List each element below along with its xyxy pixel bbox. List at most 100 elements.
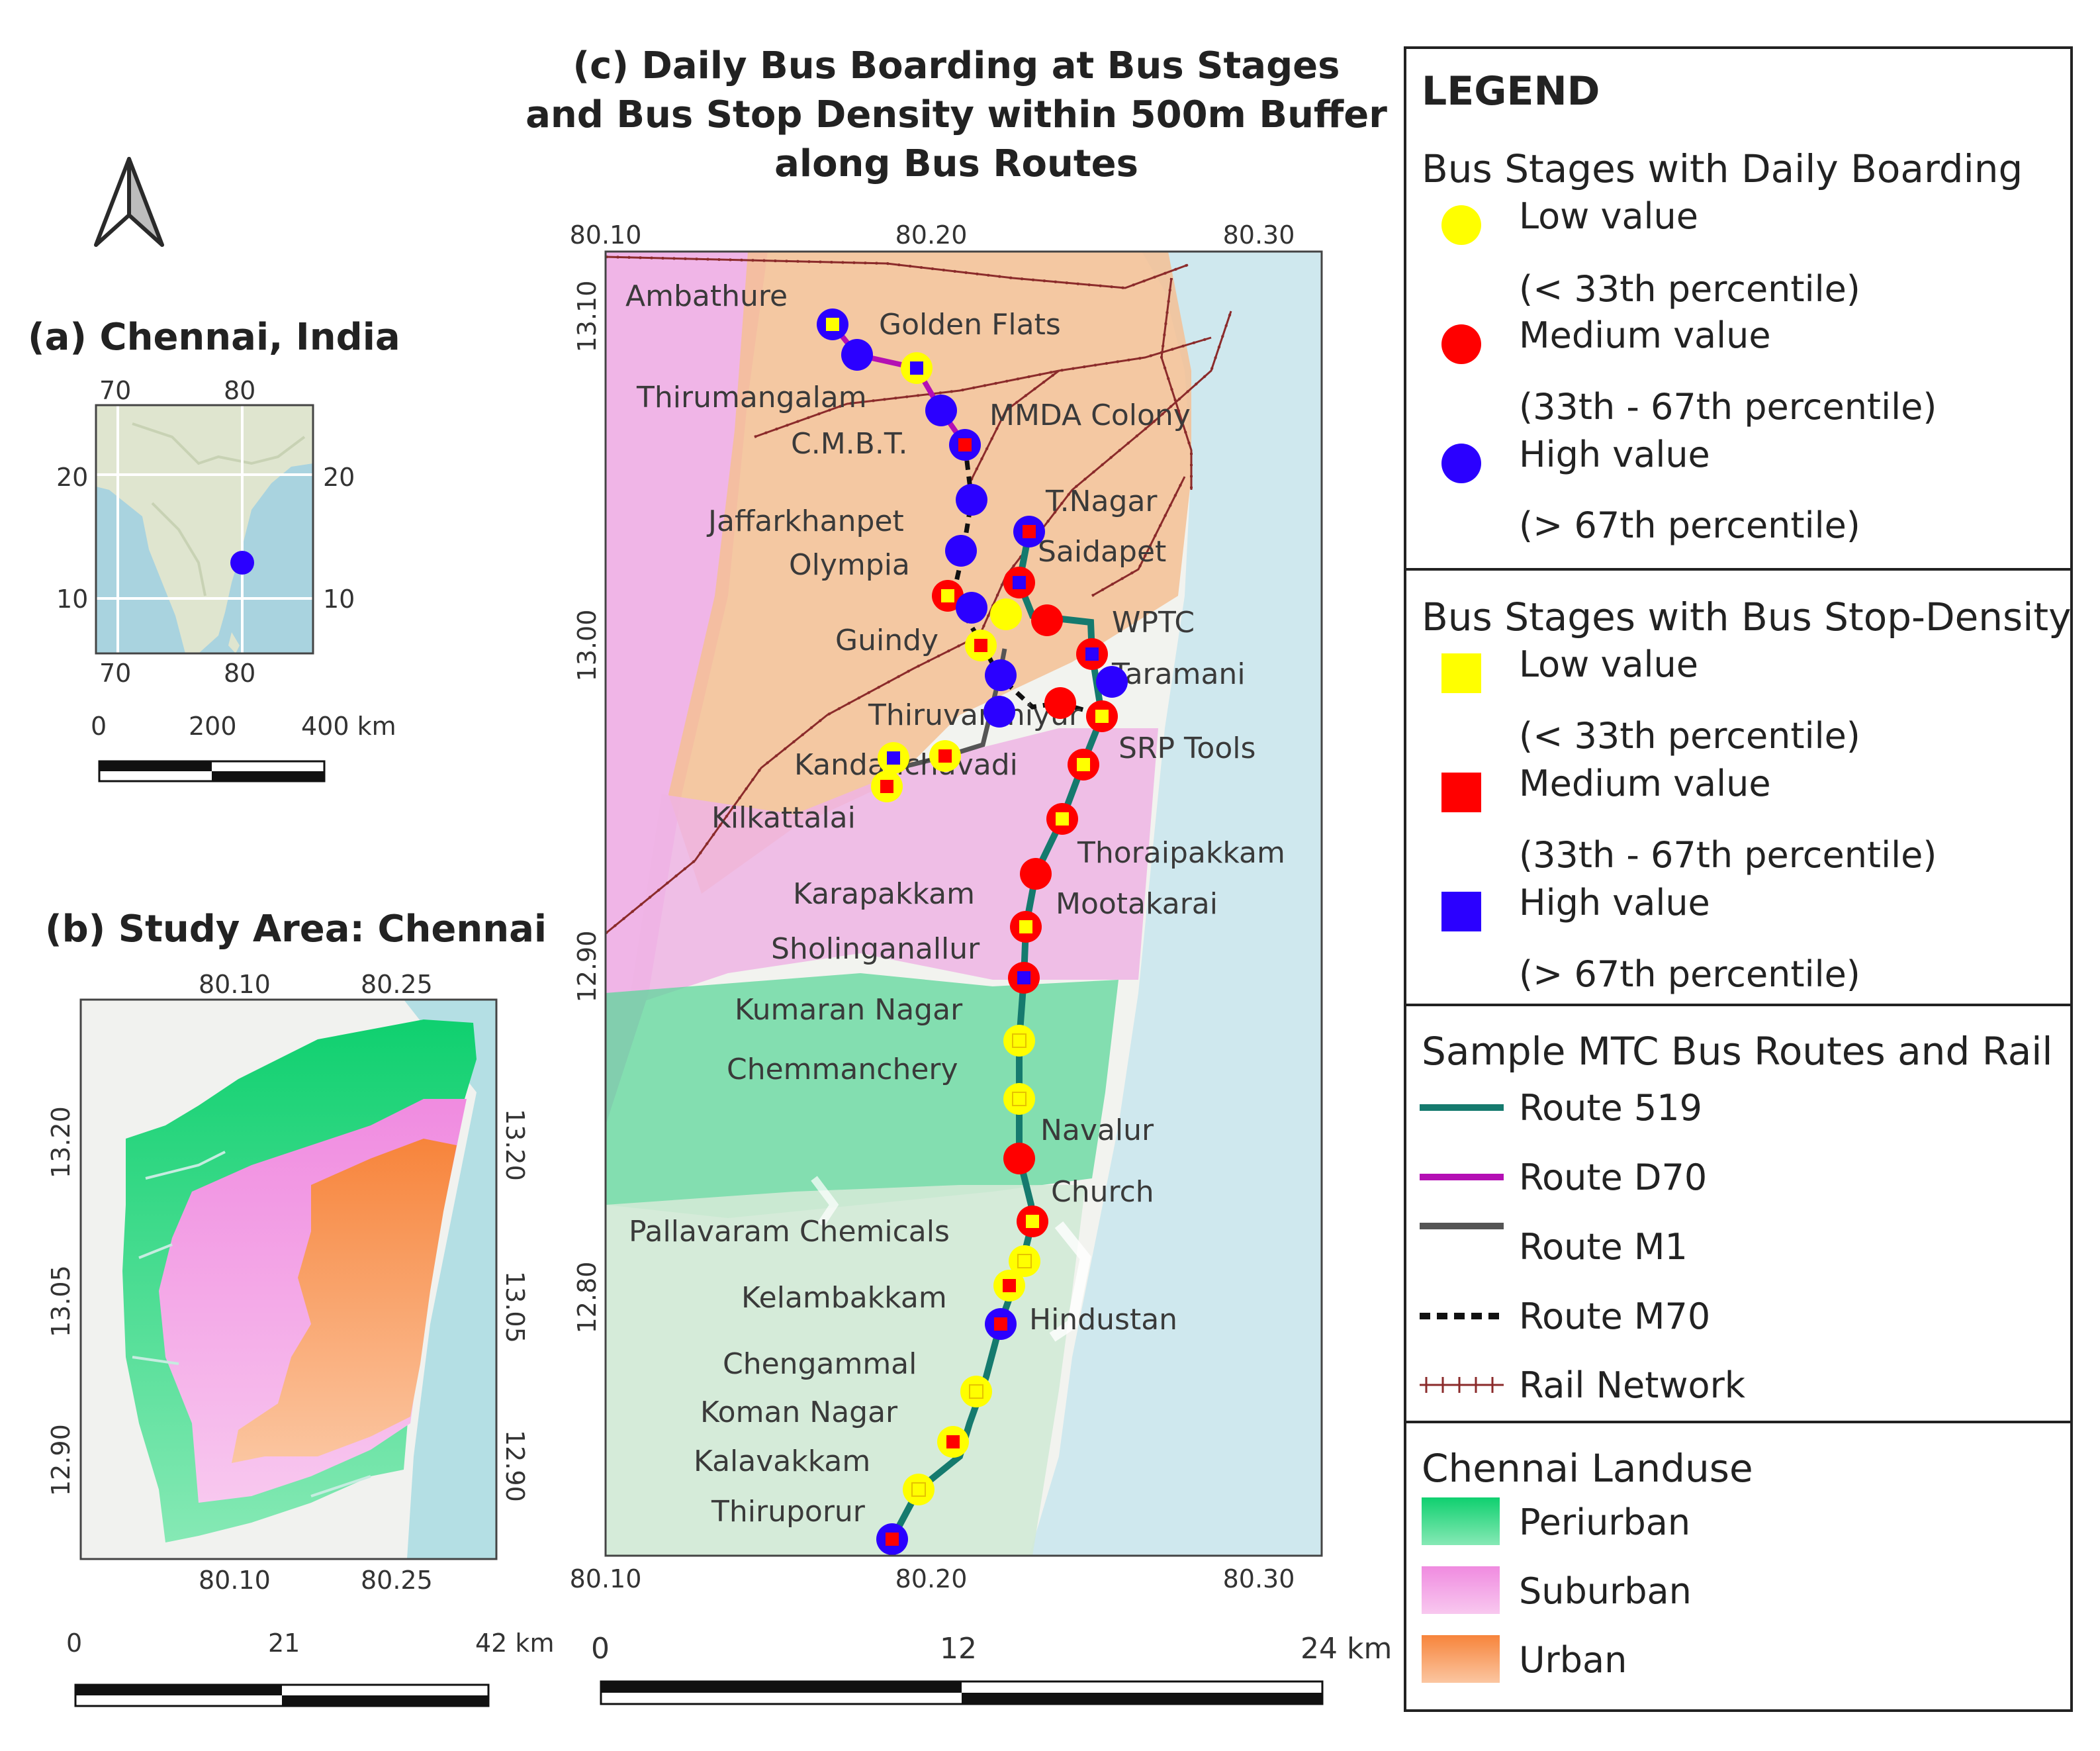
svg-text:(< 33th percentile): (< 33th percentile) [1519, 268, 1860, 310]
stop-label: C.M.B.T. [791, 427, 907, 461]
bus-stage-markers [817, 308, 1128, 1555]
svg-text:12.90: 12.90 [46, 1424, 75, 1496]
svg-text:80.10: 80.10 [199, 970, 271, 999]
svg-text:12: 12 [940, 1632, 977, 1666]
svg-text:Urban: Urban [1519, 1639, 1627, 1681]
svg-text:Medium value: Medium value [1519, 314, 1771, 356]
stop-label: Koman Nagar [700, 1396, 898, 1429]
bus-stage-marker [929, 740, 961, 772]
panel-b-frame [79, 998, 498, 1560]
stop-label: Saidapet [1038, 535, 1166, 569]
svg-text:80.10: 80.10 [570, 1564, 642, 1593]
urban-zone [668, 252, 1191, 894]
legend-periurban-swatch [1422, 1497, 1500, 1545]
svg-text:Low value: Low value [1519, 643, 1698, 685]
svg-text:0: 0 [91, 712, 107, 741]
bus-stage-marker [1010, 911, 1042, 943]
bus-stage-marker [1008, 962, 1040, 994]
stop-label: Jaffarkhanpet [706, 504, 904, 538]
svg-text:(> 67th percentile): (> 67th percentile) [1519, 953, 1860, 995]
svg-text:80.10: 80.10 [570, 220, 642, 250]
bus-stage-marker [876, 1523, 908, 1555]
bus-stage-marker [956, 592, 987, 624]
bus-stage-marker [1096, 666, 1128, 698]
legend-title: LEGEND [1422, 68, 1600, 115]
bus-stage-marker [1086, 700, 1118, 732]
svg-text:13.05: 13.05 [46, 1265, 75, 1337]
bus-stage-marker [901, 352, 933, 384]
panel-b: (b) Study Area: Chennai 80.10 80.25 80.1… [45, 908, 554, 1707]
stop-label: Thiruporur [711, 1495, 866, 1529]
legend-density-heading: Bus Stages with Bus Stop-Density [1422, 594, 2071, 639]
stop-labels: Ambathure Golden Flats Thirumangalam MMD… [625, 279, 1285, 1529]
bus-stage-marker [956, 484, 987, 516]
svg-text:12.90: 12.90 [500, 1430, 529, 1502]
stop-label: Kelambakkam [741, 1281, 947, 1315]
bus-stage-marker [1020, 858, 1052, 890]
stop-label: Kilkattalai [711, 801, 856, 835]
svg-text:(< 33th percentile): (< 33th percentile) [1519, 715, 1860, 757]
svg-text:400 km: 400 km [301, 712, 396, 741]
svg-text:80.20: 80.20 [895, 1564, 968, 1593]
svg-text:80.20: 80.20 [895, 220, 968, 250]
stop-label: Kumaran Nagar [735, 993, 963, 1027]
stop-label: Pallavaram Chemicals [629, 1215, 950, 1249]
bus-stage-marker [1076, 638, 1108, 670]
stop-label: Hindustan [1029, 1303, 1177, 1337]
svg-text:13.10: 13.10 [572, 281, 602, 353]
periurban-zone-north [606, 973, 1118, 1218]
bus-stage-marker [871, 771, 903, 802]
svg-text:0: 0 [66, 1629, 82, 1658]
india-basemap [96, 405, 313, 653]
svg-text:200: 200 [189, 712, 237, 741]
panel-a-lon-tick-70-bottom: 70 [99, 659, 131, 688]
svg-text:(33th - 67th percentile): (33th - 67th percentile) [1519, 834, 1937, 876]
legend-boarding-heading: Bus Stages with Daily Boarding [1422, 146, 2023, 191]
stop-label: Guindy [835, 624, 938, 657]
stop-label: MMDA Colony [989, 399, 1191, 432]
svg-text:80.25: 80.25 [361, 1566, 433, 1595]
periurban-zone-south [606, 1185, 1085, 1556]
stop-label: Kalavakkam [694, 1444, 870, 1478]
legend-routes-heading: Sample MTC Bus Routes and Rail [1422, 1029, 2053, 1074]
panel-c-title-line-3: along Bus Routes [774, 142, 1138, 185]
stop-label: WPTC [1112, 606, 1195, 639]
stop-label: T.Nagar [1045, 485, 1158, 518]
bus-stage-marker [903, 1474, 935, 1505]
stop-label: Chemmanchery [727, 1053, 958, 1086]
bus-stage-marker [925, 395, 957, 426]
svg-text:24 km: 24 km [1301, 1632, 1392, 1666]
legend-density-high-swatch [1441, 892, 1481, 931]
legend-density-medium-swatch [1441, 773, 1481, 812]
bus-stage-marker [1003, 1083, 1035, 1115]
bus-stage-marker [1013, 516, 1045, 547]
stop-label: Mootakarai [1056, 887, 1218, 921]
svg-text:13.20: 13.20 [500, 1109, 529, 1181]
stop-label: Karapakkam [793, 877, 975, 911]
bus-stage-marker [945, 535, 977, 567]
svg-text:Low value: Low value [1519, 195, 1698, 237]
bus-stage-marker [1031, 604, 1063, 636]
panel-c-title-line-1: (c) Daily Bus Boarding at Bus Stages [573, 44, 1340, 87]
panel-a-lat-tick-10-right: 10 [323, 585, 355, 614]
legend-landuse-heading: Chennai Landuse [1422, 1446, 1753, 1491]
legend-rail-swatch [1420, 1377, 1504, 1393]
bus-stage-marker [985, 659, 1017, 691]
svg-text:21: 21 [268, 1629, 300, 1658]
chennai-location-marker [230, 551, 254, 575]
bus-stage-marker [983, 696, 1015, 728]
svg-text:(> 67th percentile): (> 67th percentile) [1519, 504, 1860, 546]
bus-stage-marker [1046, 803, 1078, 835]
bus-stage-marker [1003, 567, 1035, 598]
legend-box: LEGEND Bus Stages with Daily Boarding Lo… [1404, 46, 2073, 1712]
legend-boarding-low-swatch [1441, 205, 1481, 245]
bus-stage-marker [1068, 749, 1099, 781]
svg-text:Rail Network: Rail Network [1519, 1364, 1746, 1406]
stop-label: Church [1051, 1175, 1154, 1209]
north-arrow-icon [94, 157, 164, 247]
panel-a: (a) Chennai, India 70 80 70 80 20 10 20 … [28, 316, 400, 782]
panel-a-lon-tick-80: 80 [224, 376, 255, 405]
svg-text:Periurban: Periurban [1519, 1501, 1690, 1543]
svg-text:(33th - 67th percentile): (33th - 67th percentile) [1519, 386, 1937, 428]
stop-label: Sholinganallur [771, 932, 980, 966]
